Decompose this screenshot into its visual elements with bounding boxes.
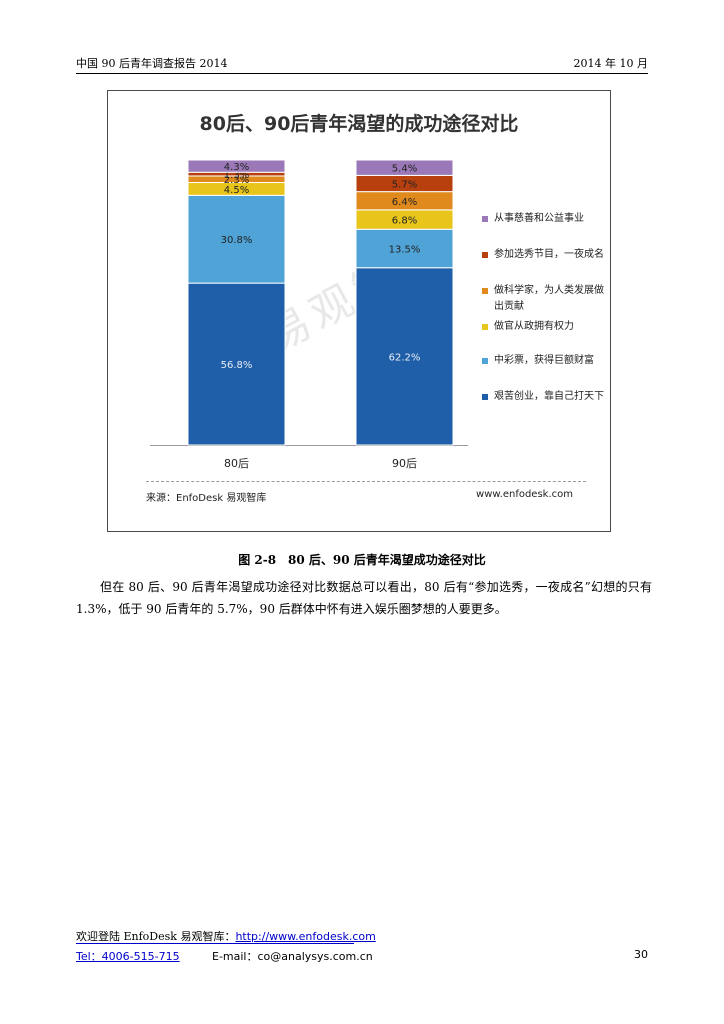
- footer-welcome: 欢迎登陆 EnfoDesk 易观智库：http://www.enfodesk.c…: [76, 928, 376, 944]
- x-tick-label: 80后: [224, 457, 249, 470]
- data-label: 1.3%: [224, 170, 249, 181]
- data-label: 5.4%: [392, 164, 417, 175]
- data-label: 6.4%: [392, 197, 417, 208]
- data-label: 2.3%: [224, 175, 249, 186]
- header-date: 2014 年 10 月: [573, 57, 648, 70]
- chart-footer-divider: [146, 481, 586, 482]
- legend-swatch: [482, 288, 488, 294]
- legend-swatch: [482, 324, 488, 330]
- header-report-title: 中国 90 后青年调查报告 2014: [76, 57, 228, 70]
- footer-link-rule: [76, 943, 354, 944]
- legend-label: 参加选秀节目，一夜成名: [494, 249, 604, 260]
- x-tick-label: 90后: [392, 457, 417, 470]
- bar-segment: [187, 282, 286, 446]
- legend-swatch: [482, 394, 488, 400]
- body-paragraph: 但在 80 后、90 后青年渴望成功途径对比数据总可以看出，80 后有“参加选秀…: [76, 580, 652, 616]
- data-label: 30.8%: [221, 235, 253, 246]
- page-header: 中国 90 后青年调查报告 2014 2014 年 10 月: [76, 57, 648, 74]
- legend-label: 中彩票，获得巨额财富: [494, 355, 594, 366]
- legend-swatch: [482, 252, 488, 258]
- legend-swatch: [482, 358, 488, 364]
- data-label: 6.8%: [392, 216, 417, 227]
- bar-segment: [355, 159, 454, 176]
- data-label: 4.3%: [224, 162, 249, 173]
- legend-swatch: [482, 216, 488, 222]
- chart-figure: 易观智库 80后、90后青年渴望的成功途径对比 56.8% 30.8% 4.5% 2.…: [107, 90, 611, 532]
- bar-segment: [187, 159, 286, 173]
- footer-contact: Tel：4006-515-715 E-mail：co@analysys.com.…: [76, 948, 648, 964]
- footer-welcome-text: 欢迎登陆 EnfoDesk 易观智库：: [76, 930, 236, 943]
- figure-caption: 图 2-8 80 后、90 后青年渴望成功途径对比: [238, 553, 486, 567]
- data-label: 4.5%: [224, 185, 249, 196]
- legend-label: 做官从政拥有权力: [494, 321, 574, 332]
- page-number: 30: [634, 948, 648, 961]
- bar-segment: [355, 228, 454, 269]
- header-divider: [76, 73, 648, 74]
- data-label: 62.2%: [389, 352, 421, 363]
- data-label: 56.8%: [221, 360, 253, 371]
- chart-source: 来源：EnfoDesk 易观智库: [146, 493, 267, 504]
- legend-label: 做科学家，为人类发展做出贡献: [494, 285, 604, 312]
- footer-tel-link[interactable]: Tel：4006-515-715: [76, 950, 180, 963]
- footer-website-link[interactable]: http://www.enfodesk.com: [235, 930, 376, 943]
- chart-website: www.enfodesk.com: [476, 489, 573, 500]
- legend-label: 艰苦创业，靠自己打天下: [494, 391, 604, 402]
- data-label: 5.7%: [392, 180, 417, 191]
- data-label: 13.5%: [389, 244, 421, 255]
- legend-label: 从事慈善和公益事业: [494, 213, 584, 224]
- bar-segment: [355, 267, 454, 446]
- chart-title: 80后、90后青年渴望的成功途径对比: [199, 113, 519, 135]
- chart-plot: 56.8% 30.8% 4.5%2.3%1.3%4.3% 80后 62.2% 13.5% 6…: [150, 159, 468, 470]
- footer-email: E-mail：co@analysys.com.cn: [212, 950, 373, 963]
